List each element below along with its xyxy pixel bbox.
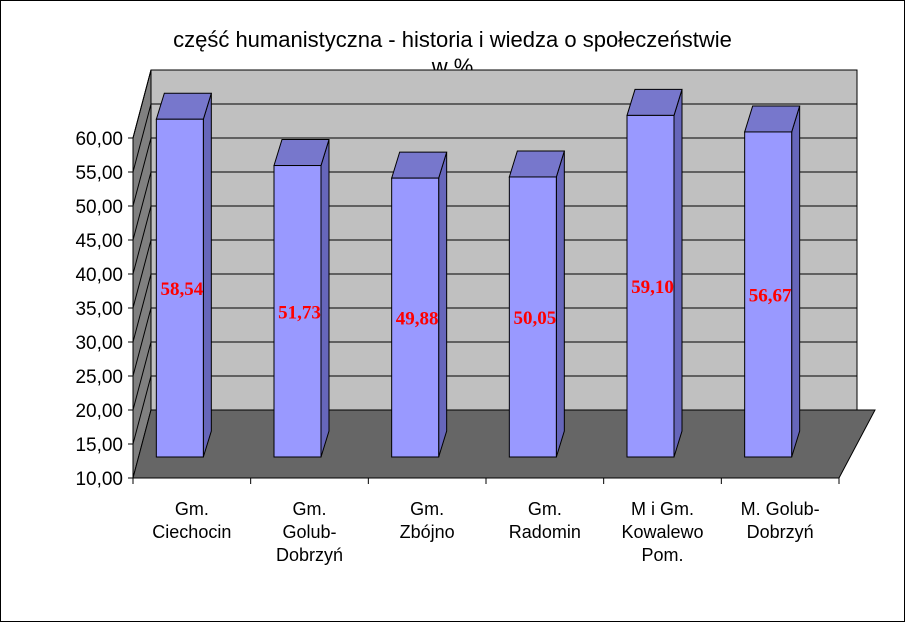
bar-side — [320, 139, 330, 458]
bar — [508, 150, 566, 458]
y-tick-label: 45,00 — [75, 231, 123, 252]
bar-value-label: 59,10 — [631, 277, 674, 298]
side-gridline — [132, 171, 152, 241]
y-tick-label: 10,00 — [75, 469, 123, 490]
bar — [273, 139, 330, 458]
y-tick-label: 20,00 — [75, 401, 123, 422]
bar-side — [202, 93, 212, 458]
side-gridline — [132, 375, 152, 445]
bar-side — [791, 105, 801, 458]
x-tick-label: Pom. — [641, 545, 683, 565]
x-tick-label: Gm. — [410, 499, 444, 519]
y-tick-label: 25,00 — [75, 367, 123, 388]
bar-top — [508, 150, 566, 178]
bar-front — [744, 131, 793, 458]
y-tick-label: 30,00 — [75, 333, 123, 354]
bar-value-label: 50,05 — [513, 308, 556, 329]
bar-top — [155, 92, 213, 120]
x-tick-label: Dobrzyń — [276, 545, 343, 565]
bar-value-label: 49,88 — [396, 309, 439, 330]
bar-value-label: 51,73 — [278, 302, 321, 323]
bar-front — [155, 118, 204, 458]
bar-front — [626, 114, 675, 458]
side-gridline — [132, 273, 152, 343]
x-tick-label: Golub- — [282, 522, 336, 542]
x-tick-label: Dobrzyń — [747, 522, 814, 542]
chart-title: część humanistyczna - historia i wiedza … — [173, 27, 732, 52]
side-gridline — [132, 307, 152, 377]
y-tick-label: 35,00 — [75, 299, 123, 320]
bar-top — [626, 88, 683, 116]
x-tick-label: Radomin — [509, 522, 581, 542]
bar-value-label: 56,67 — [749, 285, 792, 306]
y-tick-label: 60,00 — [75, 129, 123, 150]
bar-side — [438, 151, 448, 458]
y-tick-label: 40,00 — [75, 265, 123, 286]
x-tick-label: Gm. — [528, 499, 562, 519]
x-tick-label: Zbójno — [400, 522, 455, 542]
bar-front — [273, 165, 322, 458]
x-tick-label: M i Gm. — [631, 499, 694, 519]
bar-side — [555, 150, 565, 458]
bar-side — [673, 89, 683, 458]
x-tick-label: Gm. — [175, 499, 209, 519]
y-tick-label: 50,00 — [75, 197, 123, 218]
bar-top — [743, 105, 801, 133]
side-gridline — [132, 239, 152, 309]
side-gridline — [132, 137, 152, 207]
bar-top — [390, 151, 448, 179]
side-gridline — [132, 205, 152, 275]
bar-front — [508, 176, 557, 458]
x-tick-label: Ciechocin — [152, 522, 231, 542]
x-tick-label: M. Golub- — [741, 499, 820, 519]
side-gridline — [132, 103, 152, 173]
bar — [743, 105, 801, 458]
bar-top — [273, 139, 330, 167]
bar — [390, 151, 448, 458]
x-tick-label: Gm. — [293, 499, 327, 519]
bar-value-label: 58,54 — [160, 279, 203, 300]
y-tick-label: 15,00 — [75, 435, 123, 456]
x-tick-label: Kowalewo — [621, 522, 703, 542]
bar-front — [391, 177, 440, 458]
y-tick-label: 55,00 — [75, 163, 123, 184]
bar — [155, 92, 213, 458]
side-gridline — [132, 69, 152, 139]
side-gridline — [132, 341, 152, 411]
bar — [626, 88, 683, 458]
